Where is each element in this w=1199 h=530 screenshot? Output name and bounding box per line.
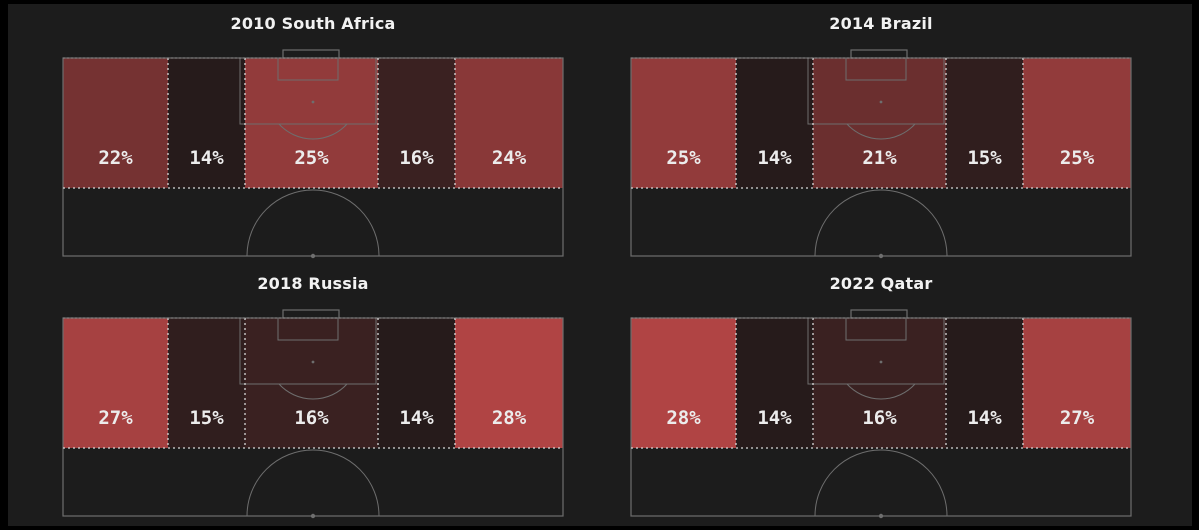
goal-frame <box>282 49 340 59</box>
centre-circle <box>246 189 380 257</box>
chart-title: 2014 Brazil <box>829 14 933 33</box>
chart-panel-2022: 2022 Qatar 28% 14% 16% 14% 27% <box>626 270 1136 530</box>
zone-cell <box>736 318 813 448</box>
zone-cell <box>946 58 1023 188</box>
zone-cell <box>168 318 245 448</box>
penalty-spot <box>879 360 883 364</box>
zone-value-label: 21% <box>862 147 897 169</box>
zone-cell <box>63 58 168 188</box>
zone-cell <box>455 58 563 188</box>
chart-panel-2018: 2018 Russia 27% 15% 16% 14% 28% <box>58 270 568 530</box>
zone-value-label: 16% <box>294 407 329 429</box>
penalty-arc <box>278 123 348 140</box>
zone-value-label: 22% <box>98 147 133 169</box>
zone-value-label: 28% <box>492 407 527 429</box>
goal-frame <box>850 309 908 319</box>
pitch-heatmap-2018: 27% 15% 16% 14% 28% <box>62 309 564 519</box>
centre-circle <box>246 449 380 517</box>
zone-value-label: 27% <box>1060 407 1095 429</box>
chart-canvas: 2010 South Africa 22% 14% 25% 16% 24% 2014 B… <box>8 4 1192 526</box>
zone-value-label: 15% <box>189 407 224 429</box>
centre-circle <box>814 449 948 517</box>
penalty-spot <box>879 100 883 104</box>
penalty-arc <box>846 383 916 400</box>
goal-frame <box>282 309 340 319</box>
zone-value-label: 15% <box>967 147 1002 169</box>
chart-panel-2010: 2010 South Africa 22% 14% 25% 16% 24% <box>58 10 568 270</box>
zone-cell <box>63 318 168 448</box>
goal-frame <box>850 49 908 59</box>
zone-value-label: 28% <box>666 407 701 429</box>
zone-value-label: 25% <box>1060 147 1095 169</box>
zone-value-label: 14% <box>967 407 1002 429</box>
zone-cell <box>378 58 455 188</box>
chart-panel-2014: 2014 Brazil 25% 14% 21% 15% 25% <box>626 10 1136 270</box>
zone-value-label: 14% <box>189 147 224 169</box>
penalty-arc <box>278 383 348 400</box>
zone-cell <box>378 318 455 448</box>
pitch-heatmap-2010: 22% 14% 25% 16% 24% <box>62 49 564 259</box>
zone-value-label: 14% <box>757 147 792 169</box>
chart-title: 2022 Qatar <box>829 274 933 293</box>
pitch-heatmap-2014: 25% 14% 21% 15% 25% <box>630 49 1132 259</box>
zone-value-label: 25% <box>294 147 329 169</box>
zone-value-label: 24% <box>492 147 527 169</box>
chart-title: 2010 South Africa <box>230 14 396 33</box>
zone-cell <box>1023 318 1131 448</box>
pitch-heatmap-2022: 28% 14% 16% 14% 27% <box>630 309 1132 519</box>
zone-value-label: 16% <box>399 147 434 169</box>
zone-cell <box>455 318 563 448</box>
zone-cell <box>631 58 736 188</box>
zone-value-label: 16% <box>862 407 897 429</box>
penalty-spot <box>311 360 315 364</box>
penalty-spot <box>311 100 315 104</box>
zone-cell <box>946 318 1023 448</box>
zone-cell <box>736 58 813 188</box>
zone-cell <box>631 318 736 448</box>
zone-value-label: 27% <box>98 407 133 429</box>
zone-value-label: 14% <box>757 407 792 429</box>
zone-value-label: 25% <box>666 147 701 169</box>
zone-value-label: 14% <box>399 407 434 429</box>
chart-title: 2018 Russia <box>257 274 369 293</box>
zone-cell <box>1023 58 1131 188</box>
penalty-arc <box>846 123 916 140</box>
centre-circle <box>814 189 948 257</box>
zone-cell <box>168 58 245 188</box>
